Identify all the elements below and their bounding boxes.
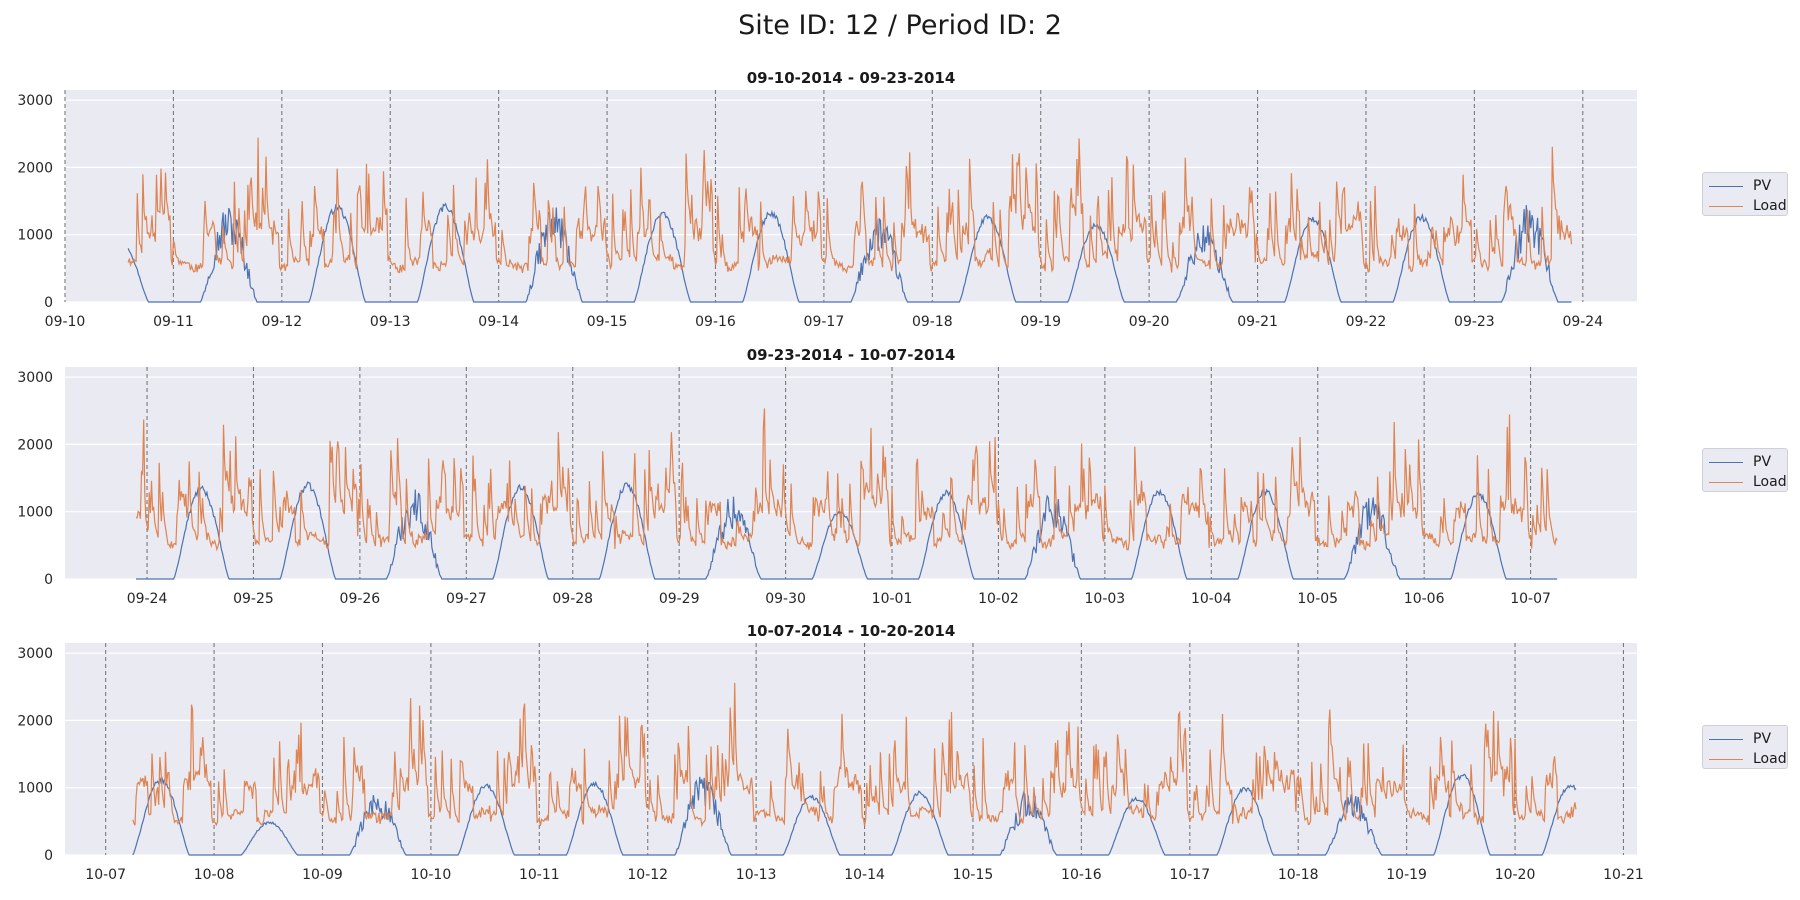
x-tick-label: 09-27 bbox=[446, 591, 487, 607]
x-tick-label: 09-29 bbox=[659, 591, 700, 607]
x-tick-label: 10-17 bbox=[1169, 867, 1210, 883]
legend-label: Load bbox=[1753, 751, 1787, 767]
load-series-line bbox=[132, 682, 1577, 828]
subplot-title: 10-07-2014 - 10-20-2014 bbox=[747, 622, 956, 640]
x-tick-label: 09-24 bbox=[1562, 314, 1603, 330]
legend-label: Load bbox=[1753, 474, 1787, 490]
x-tick-label: 09-11 bbox=[153, 314, 194, 330]
plot-area bbox=[65, 367, 1637, 579]
x-tick-label: 10-14 bbox=[844, 867, 885, 883]
legend-swatch bbox=[1709, 481, 1743, 483]
x-tick-label: 09-21 bbox=[1237, 314, 1278, 330]
y-tick-label: 3000 bbox=[17, 370, 53, 386]
x-tick-label: 09-18 bbox=[912, 314, 953, 330]
x-tick-label: 10-18 bbox=[1278, 867, 1319, 883]
x-tick-label: 10-12 bbox=[627, 867, 668, 883]
y-tick-label: 3000 bbox=[17, 646, 53, 662]
load-series-line bbox=[127, 137, 1573, 275]
legend: PV Load bbox=[1702, 172, 1788, 216]
x-tick-label: 10-16 bbox=[1061, 867, 1102, 883]
y-tick-label: 2000 bbox=[17, 160, 53, 176]
x-tick-label: 09-15 bbox=[587, 314, 628, 330]
y-tick-label: 0 bbox=[44, 572, 53, 588]
legend-swatch bbox=[1709, 461, 1743, 463]
legend-item: Load bbox=[1709, 750, 1787, 768]
x-tick-label: 09-23 bbox=[1454, 314, 1495, 330]
x-tick-label: 10-20 bbox=[1495, 867, 1536, 883]
subplot-2: 0 1000 2000 3000 09-24 09-25 09-26 09-27 09-28 09… bbox=[17, 346, 1637, 607]
y-tick-label: 1000 bbox=[17, 505, 53, 521]
pv-series-line bbox=[127, 202, 1572, 303]
pv-series-line bbox=[136, 481, 1558, 580]
subplot-title: 09-10-2014 - 09-23-2014 bbox=[747, 69, 956, 87]
x-tick-label: 09-28 bbox=[552, 591, 593, 607]
x-tick-label: 10-11 bbox=[519, 867, 560, 883]
y-tick-label: 2000 bbox=[17, 437, 53, 453]
legend: PV Load bbox=[1702, 448, 1788, 492]
legend-item: Load bbox=[1709, 197, 1787, 215]
legend-label: PV bbox=[1753, 731, 1772, 747]
plot-area bbox=[65, 90, 1637, 302]
x-tick-label: 09-19 bbox=[1020, 314, 1061, 330]
x-tick-label: 10-03 bbox=[1085, 591, 1126, 607]
y-tick-label: 0 bbox=[44, 848, 53, 864]
x-tick-label: 10-08 bbox=[194, 867, 235, 883]
legend-swatch bbox=[1709, 205, 1743, 207]
x-tick-label: 09-17 bbox=[804, 314, 845, 330]
x-tick-label: 10-21 bbox=[1603, 867, 1644, 883]
legend-item: Load bbox=[1709, 473, 1787, 491]
legend: PV Load bbox=[1702, 725, 1788, 769]
x-tick-label: 10-07 bbox=[1510, 591, 1551, 607]
x-tick-label: 10-04 bbox=[1191, 591, 1232, 607]
load-series-line bbox=[135, 408, 1558, 552]
x-tick-label: 09-20 bbox=[1129, 314, 1170, 330]
x-tick-label: 09-12 bbox=[261, 314, 302, 330]
legend-item: PV bbox=[1709, 730, 1771, 748]
x-tick-label: 10-06 bbox=[1404, 591, 1445, 607]
plot-area bbox=[65, 643, 1637, 855]
legend-swatch bbox=[1709, 738, 1743, 740]
pv-series-line bbox=[132, 773, 1577, 856]
figure-title: Site ID: 12 / Period ID: 2 bbox=[738, 10, 1062, 41]
x-tick-label: 10-02 bbox=[978, 591, 1019, 607]
x-tick-label: 09-30 bbox=[765, 591, 806, 607]
x-tick-label: 10-19 bbox=[1386, 867, 1427, 883]
legend-swatch bbox=[1709, 185, 1743, 187]
x-tick-label: 10-07 bbox=[85, 867, 126, 883]
x-tick-label: 09-10 bbox=[45, 314, 86, 330]
legend-swatch bbox=[1709, 758, 1743, 760]
legend-item: PV bbox=[1709, 177, 1771, 195]
subplot-3: 0 1000 2000 3000 10-07 10-08 10-09 10-10 10-11 10… bbox=[17, 622, 1643, 883]
subplot-title: 09-23-2014 - 10-07-2014 bbox=[747, 346, 956, 364]
x-tick-label: 10-01 bbox=[872, 591, 913, 607]
x-tick-label: 10-10 bbox=[411, 867, 452, 883]
x-tick-label: 10-05 bbox=[1297, 591, 1338, 607]
x-tick-label: 10-09 bbox=[302, 867, 343, 883]
y-tick-label: 3000 bbox=[17, 93, 53, 109]
y-tick-label: 2000 bbox=[17, 713, 53, 729]
legend-label: PV bbox=[1753, 454, 1772, 470]
legend-label: Load bbox=[1753, 198, 1787, 214]
subplot-1: 0 1000 2000 3000 09-10 09-11 09-12 09-13 09-14 09… bbox=[17, 69, 1637, 330]
x-tick-label: 09-24 bbox=[127, 591, 168, 607]
x-tick-label: 10-15 bbox=[953, 867, 994, 883]
legend-item: PV bbox=[1709, 453, 1771, 471]
x-tick-label: 10-13 bbox=[736, 867, 777, 883]
legend-label: PV bbox=[1753, 178, 1772, 194]
x-tick-label: 09-14 bbox=[478, 314, 519, 330]
x-tick-label: 09-13 bbox=[370, 314, 411, 330]
y-tick-label: 1000 bbox=[17, 781, 53, 797]
x-tick-label: 09-25 bbox=[233, 591, 274, 607]
x-tick-label: 09-16 bbox=[695, 314, 736, 330]
y-tick-label: 1000 bbox=[17, 228, 53, 244]
x-tick-label: 09-22 bbox=[1346, 314, 1387, 330]
x-tick-label: 09-26 bbox=[340, 591, 381, 607]
y-tick-label: 0 bbox=[44, 295, 53, 311]
